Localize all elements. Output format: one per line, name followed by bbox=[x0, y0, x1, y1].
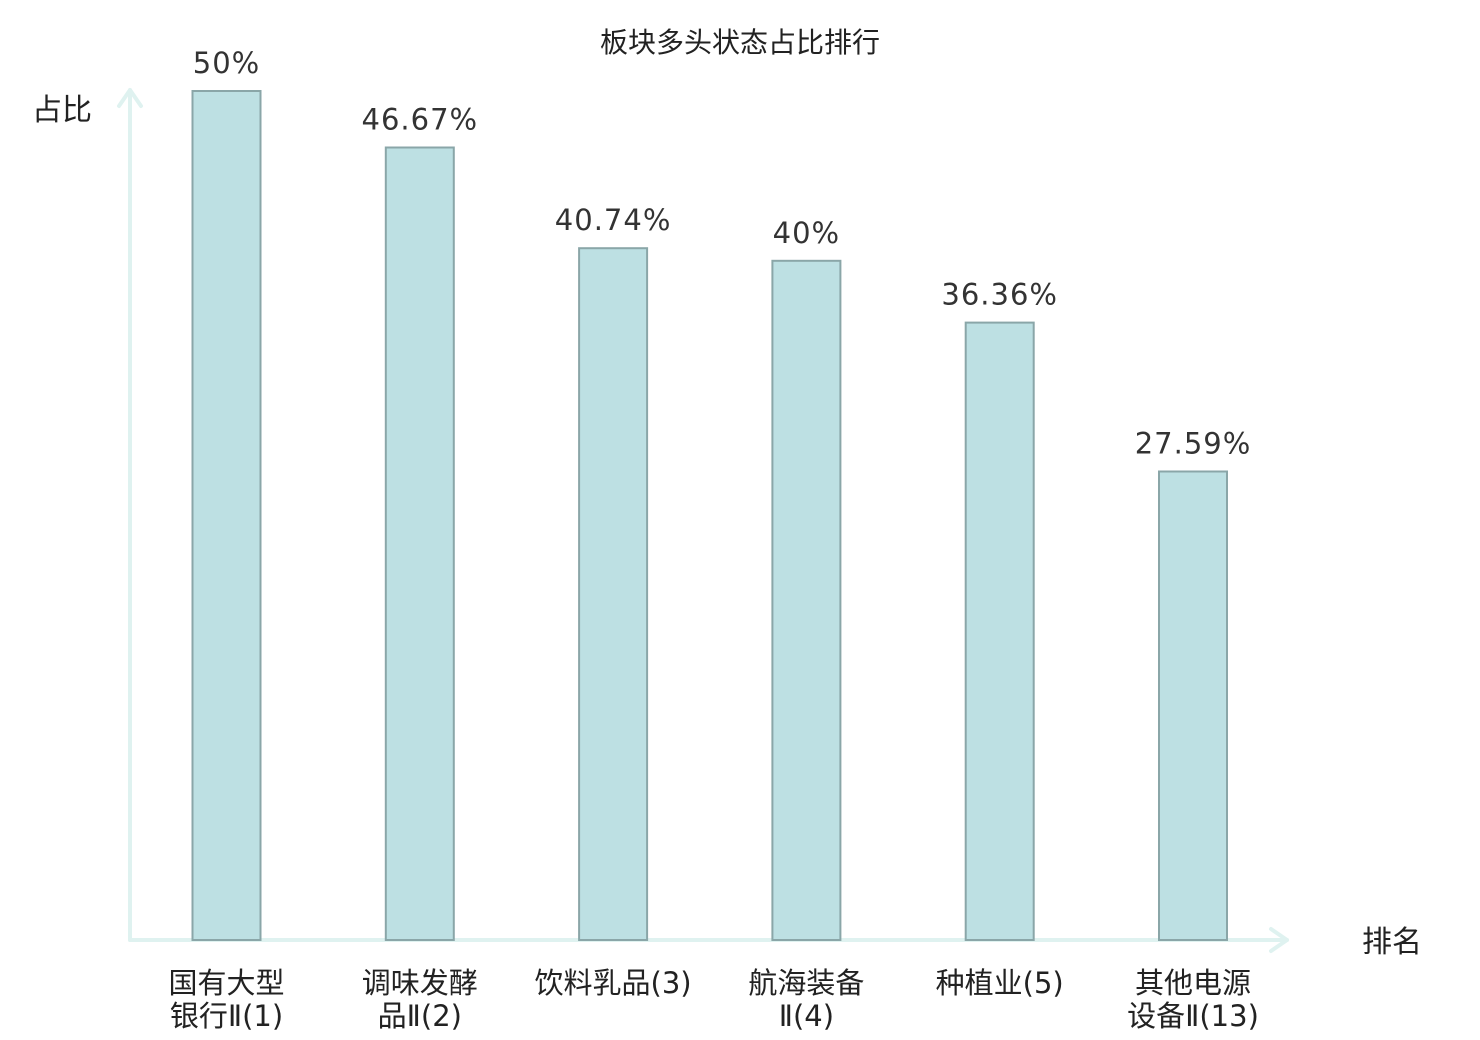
bar-value-label: 40% bbox=[773, 216, 840, 250]
bar-value-label: 27.59% bbox=[1135, 427, 1252, 461]
bar bbox=[191, 90, 262, 941]
category-label: 其他电源设备Ⅱ(13) bbox=[1127, 966, 1259, 1033]
y-axis-label: 占比 bbox=[32, 93, 92, 128]
bar-value-label: 40.74% bbox=[555, 203, 672, 237]
category-label: 调味发酵品Ⅱ(2) bbox=[362, 966, 478, 1033]
bar bbox=[1158, 470, 1228, 941]
category-label-line: 国有大型 bbox=[168, 966, 284, 1000]
category-label: 航海装备 Ⅱ(4) bbox=[748, 966, 864, 1033]
value-labels-group: 50% 46.67% 40.74% 40% 36.36% 27.59% bbox=[193, 46, 1252, 461]
category-label-line: 饮料乳品(3) bbox=[535, 966, 692, 1000]
category-label-line: 银行Ⅱ(1) bbox=[170, 999, 283, 1033]
bar bbox=[384, 146, 455, 941]
bars-group bbox=[191, 90, 1228, 942]
category-label: 种植业(5) bbox=[936, 966, 1064, 1000]
bar-value-label: 46.67% bbox=[362, 103, 479, 137]
x-axis-arrow bbox=[1269, 927, 1289, 953]
category-label-line: 调味发酵 bbox=[362, 966, 478, 1000]
bar bbox=[771, 259, 842, 941]
category-label: 饮料乳品(3) bbox=[535, 966, 692, 1000]
bar bbox=[578, 247, 649, 941]
category-label-line: 航海装备 bbox=[748, 966, 864, 1000]
category-label-line: Ⅱ(4) bbox=[779, 999, 834, 1033]
x-axis-label: 排名 bbox=[1362, 925, 1422, 960]
category-label-line: 设备Ⅱ(13) bbox=[1127, 999, 1259, 1033]
category-labels-group: 国有大型银行Ⅱ(1) 调味发酵品Ⅱ(2) 饮料乳品(3) 航海装备 Ⅱ(4) 种植业(5)… bbox=[168, 966, 1258, 1033]
category-label-line: 其他电源 bbox=[1135, 966, 1251, 1000]
bar-value-label: 50% bbox=[193, 46, 260, 80]
chart-title: 板块多头状态占比排行 bbox=[600, 26, 880, 59]
category-label: 国有大型银行Ⅱ(1) bbox=[168, 966, 284, 1033]
bar bbox=[964, 321, 1035, 942]
y-axis-arrow bbox=[117, 88, 143, 108]
category-label-line: 种植业(5) bbox=[936, 966, 1064, 1000]
bar-value-label: 36.36% bbox=[941, 278, 1058, 312]
axes bbox=[117, 88, 1289, 953]
category-label-line: 品Ⅱ(2) bbox=[378, 999, 462, 1033]
